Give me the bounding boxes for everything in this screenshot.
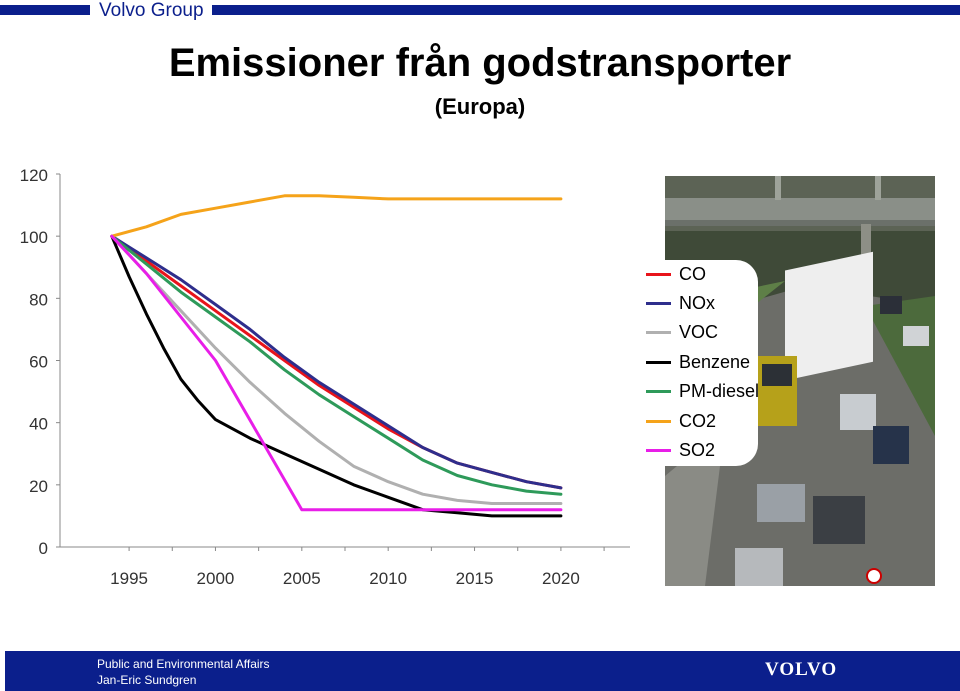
legend-swatch-voc [646, 330, 671, 334]
x-tick-label: 2000 [197, 569, 235, 588]
y-tick-label: 40 [29, 415, 48, 434]
legend-label-co: CO [679, 263, 706, 284]
y-tick-label: 0 [39, 539, 48, 558]
legend-item-co2: CO2 [646, 407, 716, 435]
footer-bar: Public and Environmental Affairs Jan-Eri… [5, 651, 960, 691]
header-bar-right [212, 5, 960, 15]
legend-label-pm-diesel: PM-diesel [679, 380, 760, 401]
x-tick-label: 2005 [283, 569, 321, 588]
x-tick-label: 2020 [542, 569, 580, 588]
emissions-line-chart: 0 20 40 60 80 100 120 1995 2000 2005 2010 2015 2020 [20, 166, 630, 588]
y-tick-label: 60 [29, 353, 48, 372]
y-tick-label: 100 [20, 228, 48, 247]
series-line-co [110, 234, 563, 490]
series-line-voc [110, 234, 563, 505]
footer-author: Jan-Eric Sundgren [97, 673, 197, 687]
legend-label-benzene: Benzene [679, 351, 751, 372]
slide-title: Emissioner från godstransporter [168, 41, 792, 85]
y-tick-label: 120 [20, 166, 48, 185]
x-tick-label: 2015 [456, 569, 494, 588]
legend-label-nox: NOx [679, 292, 715, 313]
legend-swatch-co [646, 272, 671, 276]
series-line-pm-diesel [110, 234, 563, 496]
series-line-nox [110, 234, 563, 490]
legend-item-nox: NOx [646, 289, 715, 317]
legend-swatch-nox [646, 301, 671, 305]
slide-subtitle: (Europa) [434, 94, 526, 119]
header-bar-left [0, 5, 90, 15]
legend-swatch-co2 [646, 419, 671, 423]
legend-swatch-benzene [646, 360, 671, 364]
footer-department: Public and Environmental Affairs [97, 657, 270, 671]
volvo-logo: VOLVO [765, 659, 838, 680]
series-line-co2 [110, 194, 563, 238]
legend-item-pm-diesel: PM-diesel [646, 377, 759, 405]
legend-swatch-so2 [646, 448, 671, 452]
x-tick-label: 2010 [369, 569, 407, 588]
legend-label-so2: SO2 [679, 439, 716, 460]
series-line-benzene [110, 234, 563, 518]
legend-item-voc: VOC [646, 318, 718, 346]
x-tick-label: 1995 [110, 569, 148, 588]
legend-item-so2: SO2 [646, 436, 715, 464]
brand-name: Volvo Group [99, 0, 204, 21]
series-line-so2 [110, 234, 563, 512]
legend-swatch-pm-diesel [646, 389, 671, 393]
legend-item-benzene: Benzene [646, 348, 750, 376]
y-tick-label: 80 [29, 290, 48, 309]
legend-label-co2: CO2 [679, 410, 717, 431]
legend-label-voc: VOC [679, 321, 719, 342]
y-tick-label: 20 [29, 477, 48, 496]
chart-legend: CO NOx VOC Benzene PM-diesel CO2 SO2 [638, 260, 759, 466]
legend-item-co: CO [646, 260, 706, 288]
